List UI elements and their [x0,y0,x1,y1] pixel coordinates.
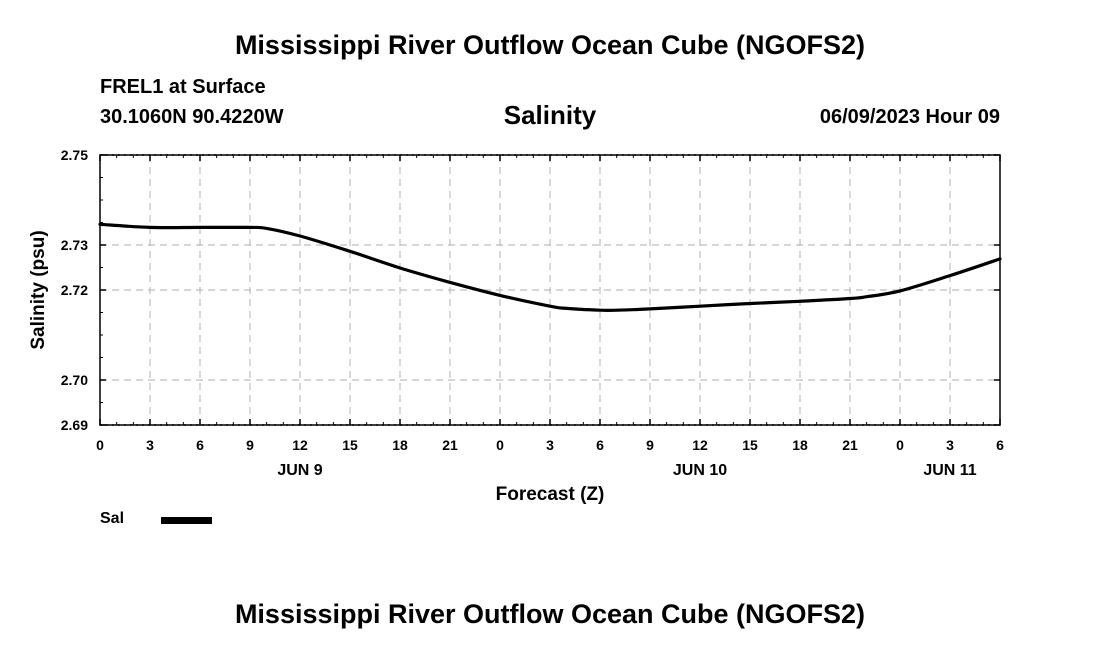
x-tick-label: 9 [646,437,654,453]
x-tick-label: 3 [146,437,154,453]
x-tick-label: 3 [546,437,554,453]
page-title: Mississippi River Outflow Ocean Cube (NG… [234,30,866,60]
x-tick-label: 15 [342,437,358,453]
grid [100,154,1000,426]
y-tick-label: 2.73 [61,237,88,253]
y-tick-label: 2.69 [61,417,88,433]
x-tick-label: 6 [196,437,204,453]
axis-ticks: 0 3 6 9 12 15 18 21 0 3 6 9 12 15 18 21 0 3 6 2.69 2.70 2.72 2… [61,147,1004,479]
y-tick-label: 2.75 [61,147,88,163]
x-day-label: JUN 11 [923,462,976,479]
x-tick-label: 3 [946,437,954,453]
forecast-date-label: 06/09/2023 Hour 09 [819,106,1000,128]
x-tick-label: 6 [996,437,1004,453]
legend-label: Sal [100,510,125,527]
y-tick-label: 2.70 [61,372,88,388]
station-label: FREL1 at Surface [100,76,266,98]
x-axis-title: Forecast (Z) [496,484,605,505]
series-layer [98,222,1002,313]
chart-title: Salinity [503,100,597,130]
footer-title: Mississippi River Outflow Ocean Cube (NG… [234,599,866,629]
x-tick-label: 21 [842,437,858,453]
x-tick-label: 0 [96,437,104,453]
y-axis-title: Salinity (psu) [28,230,49,349]
x-tick-label: 0 [496,437,504,453]
x-tick-label: 18 [792,437,808,453]
x-tick-label: 21 [442,437,458,453]
x-tick-label: 0 [896,437,904,453]
x-tick-label: 18 [392,437,408,453]
x-tick-label: 6 [596,437,604,453]
x-tick-label: 12 [692,437,708,453]
y-tick-label: 2.72 [61,282,88,298]
x-day-label: JUN 10 [673,462,727,479]
x-tick-label: 15 [742,437,758,453]
x-tick-label: 12 [292,437,308,453]
x-tick-label: 9 [246,437,254,453]
legend-line-swatch [161,517,212,524]
series-line-sal [98,222,1002,313]
x-day-label: JUN 9 [277,462,322,479]
coordinates-label: 30.1060N 90.4220W [100,106,284,128]
